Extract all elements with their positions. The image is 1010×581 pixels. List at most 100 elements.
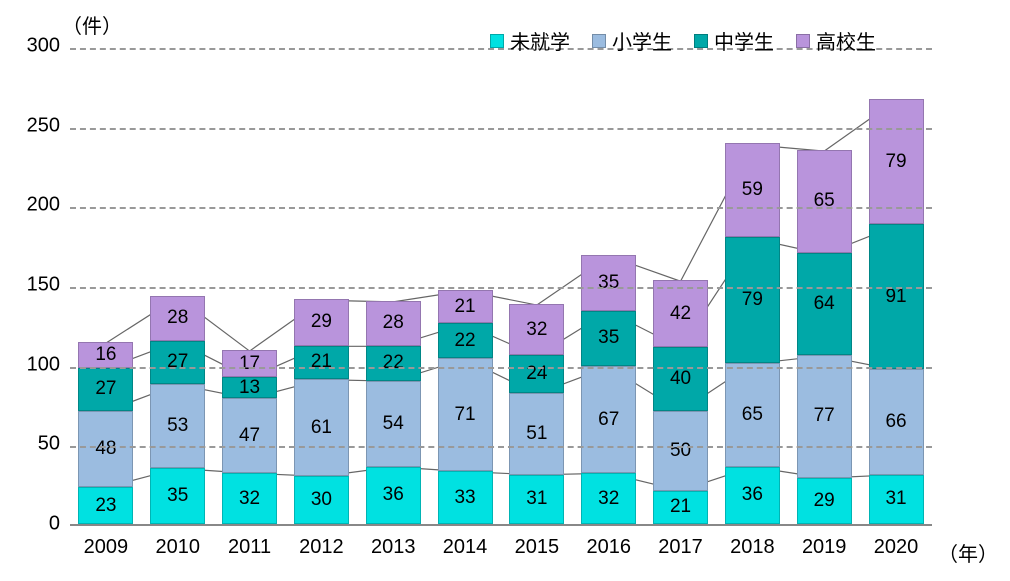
bar-segment-未就学: 36 — [725, 467, 780, 524]
bar-group: 297764652019 — [797, 150, 852, 524]
bar-segment-中学生: 13 — [222, 377, 277, 398]
bar-segment-小学生: 51 — [509, 393, 564, 474]
bar-segment-小学生: 65 — [725, 363, 780, 467]
gridline — [70, 287, 932, 289]
legend-label: 高校生 — [816, 26, 876, 55]
legend-item: 中学生 — [694, 26, 774, 55]
bar-segment-高校生: 29 — [294, 299, 349, 345]
legend-label: 小学生 — [612, 26, 672, 55]
bar-segment-高校生: 16 — [78, 342, 133, 367]
bar-segment-小学生: 47 — [222, 398, 277, 473]
bar-segment-小学生: 54 — [366, 381, 421, 467]
legend-swatch — [490, 34, 504, 48]
bar-segment-小学生: 50 — [653, 411, 708, 491]
bar-segment-中学生: 21 — [294, 346, 349, 379]
bar-segment-未就学: 32 — [581, 473, 636, 524]
gridline — [70, 446, 932, 448]
bar-group: 316691792020 — [869, 99, 924, 524]
bar-segment-中学生: 22 — [438, 323, 493, 358]
bar-segment-小学生: 61 — [294, 379, 349, 476]
bar-segment-小学生: 53 — [150, 384, 205, 468]
y-tick-label: 0 — [49, 513, 60, 536]
x-tick-label: 2011 — [228, 536, 271, 559]
x-tick-label: 2012 — [299, 536, 344, 559]
bar-segment-中学生: 35 — [581, 311, 636, 367]
bar-segment-高校生: 28 — [150, 296, 205, 341]
bar-group: 324713172011 — [222, 350, 277, 524]
plot-area: 234827162009 355327282010 324713172011 3061… — [70, 48, 932, 526]
legend-label: 中学生 — [714, 26, 774, 55]
bar-segment-高校生: 35 — [581, 255, 636, 311]
bar-segment-小学生: 67 — [581, 366, 636, 473]
bar-segment-高校生: 21 — [438, 290, 493, 323]
x-tick-label: 2019 — [802, 536, 847, 559]
bar-segment-未就学: 23 — [78, 487, 133, 524]
bar-segment-中学生: 22 — [366, 346, 421, 381]
bar-group: 234827162009 — [78, 342, 133, 524]
bar-segment-小学生: 66 — [869, 369, 924, 474]
bar-segment-未就学: 33 — [438, 471, 493, 524]
gridline — [70, 128, 932, 130]
x-tick-label: 2017 — [658, 536, 703, 559]
bar-group: 215040422017 — [653, 280, 708, 524]
y-tick-label: 200 — [27, 194, 60, 217]
bar-segment-未就学: 29 — [797, 478, 852, 524]
bars-wrapper: 234827162009 355327282010 324713172011 3061… — [70, 48, 932, 524]
legend: 未就学 小学生 中学生 高校生 — [490, 26, 876, 55]
legend-swatch — [796, 34, 810, 48]
x-tick-label: 2010 — [155, 536, 200, 559]
bar-segment-小学生: 48 — [78, 411, 133, 487]
y-tick-label: 100 — [27, 353, 60, 376]
legend-swatch — [694, 34, 708, 48]
bar-segment-小学生: 77 — [797, 355, 852, 478]
x-tick-label: 2014 — [443, 536, 488, 559]
bar-group: 337122212014 — [438, 290, 493, 524]
bar-segment-未就学: 21 — [653, 491, 708, 524]
bar-segment-中学生: 79 — [725, 237, 780, 363]
bar-segment-中学生: 27 — [78, 368, 133, 411]
y-tick-label: 250 — [27, 114, 60, 137]
bar-group: 366579592018 — [725, 143, 780, 524]
bar-segment-小学生: 71 — [438, 358, 493, 471]
bar-segment-高校生: 59 — [725, 143, 780, 237]
bar-segment-中学生: 27 — [150, 341, 205, 384]
y-tick-label: 50 — [38, 433, 60, 456]
bar-group: 315124322015 — [509, 304, 564, 524]
y-tick-label: 150 — [27, 274, 60, 297]
x-tick-label: 2018 — [730, 536, 775, 559]
x-axis-unit: （年） — [938, 538, 998, 567]
bar-segment-未就学: 31 — [509, 475, 564, 524]
legend-item: 未就学 — [490, 26, 570, 55]
gridline — [70, 367, 932, 369]
bar-segment-高校生: 17 — [222, 350, 277, 377]
bar-segment-中学生: 24 — [509, 355, 564, 393]
bar-segment-高校生: 32 — [509, 304, 564, 355]
y-axis-unit: （件） — [62, 10, 122, 39]
legend-swatch — [592, 34, 606, 48]
x-tick-label: 2015 — [515, 536, 560, 559]
y-tick-label: 300 — [27, 35, 60, 58]
bar-group: 306121292012 — [294, 299, 349, 524]
chart-container: （件） 234827162009355327282010324713172011… — [0, 0, 1010, 581]
legend-item: 高校生 — [796, 26, 876, 55]
x-tick-label: 2020 — [874, 536, 919, 559]
x-tick-label: 2016 — [586, 536, 631, 559]
bar-segment-未就学: 32 — [222, 473, 277, 524]
bar-segment-中学生: 40 — [653, 347, 708, 411]
bar-group: 355327282010 — [150, 296, 205, 524]
bar-group: 365422282013 — [366, 301, 421, 524]
bar-segment-中学生: 64 — [797, 253, 852, 355]
bar-segment-高校生: 42 — [653, 280, 708, 347]
bar-segment-未就学: 31 — [869, 475, 924, 524]
gridline — [70, 207, 932, 209]
legend-label: 未就学 — [510, 26, 570, 55]
bar-segment-未就学: 30 — [294, 476, 349, 524]
x-tick-label: 2009 — [84, 536, 129, 559]
bar-segment-未就学: 35 — [150, 468, 205, 524]
bar-segment-未就学: 36 — [366, 467, 421, 524]
bar-segment-高校生: 65 — [797, 150, 852, 254]
x-tick-label: 2013 — [371, 536, 416, 559]
legend-item: 小学生 — [592, 26, 672, 55]
bar-group: 326735352016 — [581, 255, 636, 524]
bar-segment-高校生: 28 — [366, 301, 421, 346]
